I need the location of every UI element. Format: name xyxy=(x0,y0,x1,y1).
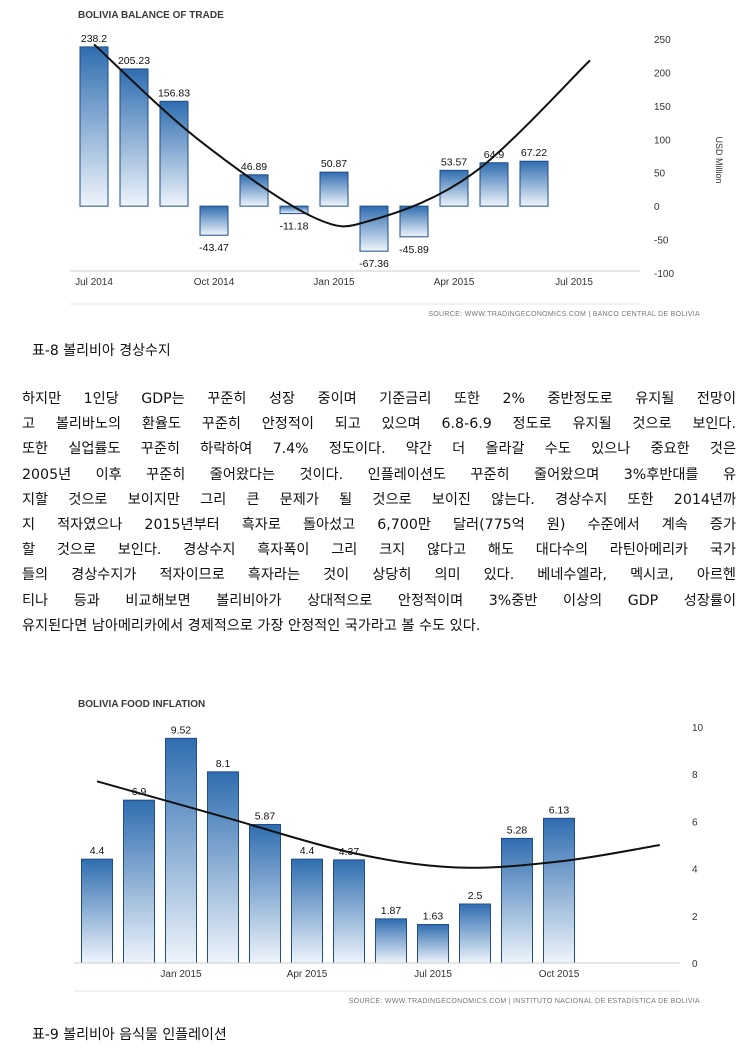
chart-bar xyxy=(459,903,491,964)
paragraph-line: 지할 것으로 보이지만 그리 큰 문제가 될 것으로 보이진 않는다. 경상수지… xyxy=(22,491,736,508)
chart-title: BOLIVIA FOOD INFLATION xyxy=(78,699,205,710)
chart-bar xyxy=(79,46,109,207)
chart-bar xyxy=(439,169,469,207)
y-tick-label: 0 xyxy=(654,202,660,213)
chart-bar xyxy=(479,162,509,207)
x-tick-label: Jan 2015 xyxy=(160,969,202,980)
chart-bar xyxy=(123,799,155,964)
data-label: 4.37 xyxy=(339,846,360,858)
paragraph-line: 티나 등과 비교해보면 볼리비아가 상대적으로 안정적이며 3%중반 이상의 G… xyxy=(22,592,736,609)
data-label: 205.23 xyxy=(118,55,150,67)
x-tick-label: Jul 2015 xyxy=(555,277,593,288)
paragraph-line: 유지된다면 남아메리카에서 경제적으로 가장 안정적인 국가라고 볼 수도 있다… xyxy=(22,617,481,634)
data-label: 1.63 xyxy=(423,911,444,923)
trend-line xyxy=(96,780,660,869)
y-tick-label: 10 xyxy=(692,723,704,734)
chart-bar xyxy=(207,771,239,964)
chart-bar xyxy=(199,205,229,236)
y-tick-label: 6 xyxy=(692,817,698,828)
paragraph-line: 또한 실업률도 꾸준히 하락하여 7.4% 정도이다. 약간 더 올라갈 수도 … xyxy=(22,441,736,458)
data-label: 53.57 xyxy=(441,156,467,168)
chart-bar xyxy=(543,817,575,964)
chart-bar xyxy=(519,160,549,207)
y-tick-label: 250 xyxy=(654,35,671,46)
data-label: 1.87 xyxy=(381,905,402,917)
x-tick-label: Apr 2015 xyxy=(434,277,475,288)
data-label: -43.47 xyxy=(199,242,229,254)
body-paragraph: 하지만 1인당 GDP는 꾸준히 성장 중이며 기준금리 또한 2% 중반정도로… xyxy=(22,387,736,639)
data-label: 50.87 xyxy=(321,158,347,170)
x-tick-label: Jan 2015 xyxy=(313,277,355,288)
y-tick-label: 0 xyxy=(692,959,698,970)
chart-bar xyxy=(319,171,349,207)
y-tick-label: 50 xyxy=(654,169,666,180)
chart-title: BOLIVIA BALANCE OF TRADE xyxy=(78,10,224,21)
paragraph-line: 하지만 1인당 GDP는 꾸준히 성장 중이며 기준금리 또한 2% 중반정도로… xyxy=(22,391,736,407)
data-label: 64.9 xyxy=(484,149,505,161)
paragraph-line: 2005년 이후 꾸준히 줄어왔다는 것이다. 인플레이션도 꾸준히 줄어왔으며… xyxy=(22,466,736,483)
data-label: 8.1 xyxy=(216,758,231,770)
y-tick-label: 8 xyxy=(692,770,698,781)
data-label: -67.36 xyxy=(359,258,389,270)
data-label: 5.87 xyxy=(255,810,276,822)
data-label: 2.5 xyxy=(468,890,483,902)
chart-bar xyxy=(119,68,149,207)
chart-bar xyxy=(375,918,407,964)
data-label: 9.52 xyxy=(171,724,192,736)
data-label: 46.89 xyxy=(241,161,267,173)
chart-bar xyxy=(359,205,389,252)
source-note: SOURCE: WWW.TRADINGECONOMICS.COM | BANCO… xyxy=(428,311,700,318)
y-tick-label: -50 xyxy=(654,236,669,247)
x-tick-label: Oct 2015 xyxy=(539,969,580,980)
data-label: 5.28 xyxy=(507,824,528,836)
y-tick-label: 150 xyxy=(654,102,671,113)
paragraph-line: 들의 경상수지가 적자이므로 흑자라는 것이 상당히 의미 있다. 베네수엘라,… xyxy=(22,567,736,584)
chart-bar xyxy=(239,174,269,207)
y-tick-label: 100 xyxy=(654,135,671,146)
trade-balance-chart: BOLIVIA BALANCE OF TRADE 250 200 150 100 50 0 -… xyxy=(0,0,748,330)
x-tick-label: Jul 2015 xyxy=(414,969,452,980)
data-label: 238.2 xyxy=(81,33,107,45)
trend-line xyxy=(93,43,591,228)
y-tick-label: 2 xyxy=(692,912,698,923)
chart-bar xyxy=(417,924,449,964)
chart-bar xyxy=(249,823,281,964)
data-label: 6.13 xyxy=(549,804,570,816)
chart-bar xyxy=(165,737,197,964)
data-label: 4.4 xyxy=(300,845,315,857)
chart-bar xyxy=(291,858,323,964)
source-note: SOURCE: WWW.TRADINGECONOMICS.COM | INSTI… xyxy=(349,996,700,1005)
y-tick-label: 4 xyxy=(692,865,698,876)
paragraph-line: 지 적자였으나 2015년부터 흑자로 돌아섰고 6,700만 달러(775억 … xyxy=(22,517,736,534)
food-inflation-chart: BOLIVIA FOOD INFLATION 10 8 6 4 2 0 4.4 6.9 9.52 8… xyxy=(0,680,748,1010)
y-tick-label: 200 xyxy=(654,68,671,79)
chart-bar xyxy=(159,100,189,207)
x-tick-label: Jul 2014 xyxy=(75,277,113,288)
y-tick-label: -100 xyxy=(654,269,674,280)
y-axis-title: USD Million xyxy=(714,136,724,183)
x-tick-label: Oct 2014 xyxy=(194,277,235,288)
chart-bar xyxy=(81,858,113,964)
paragraph-line: 고 볼리바노의 환율도 꾸준히 안정적이 되고 있으며 6.8-6.9 정도로 … xyxy=(22,416,736,433)
trade-balance-chart-svg: BOLIVIA BALANCE OF TRADE 250 200 150 100 50 0 -… xyxy=(70,10,724,318)
data-label: 156.83 xyxy=(158,87,190,99)
food-inflation-chart-svg: BOLIVIA FOOD INFLATION 10 8 6 4 2 0 4.4 6.9 9.52 8… xyxy=(74,699,704,1005)
x-tick-label: Apr 2015 xyxy=(287,969,328,980)
data-label: 6.9 xyxy=(132,786,147,798)
figure-caption-9: 표-9 볼리비아 음식물 인플레이션 xyxy=(32,1027,227,1043)
data-label: -45.89 xyxy=(399,244,429,256)
chart-bar xyxy=(501,837,533,964)
paragraph-line: 할 것으로 보인다. 경상수지 흑자폭이 그리 크지 않다고 해도 대다수의 라… xyxy=(22,542,736,559)
data-label: 67.22 xyxy=(521,147,547,159)
data-label: -11.18 xyxy=(280,221,309,233)
chart-bar xyxy=(333,859,365,964)
figure-caption-8: 표-8 볼리비아 경상수지 xyxy=(32,343,171,359)
data-label: 4.4 xyxy=(90,845,105,857)
